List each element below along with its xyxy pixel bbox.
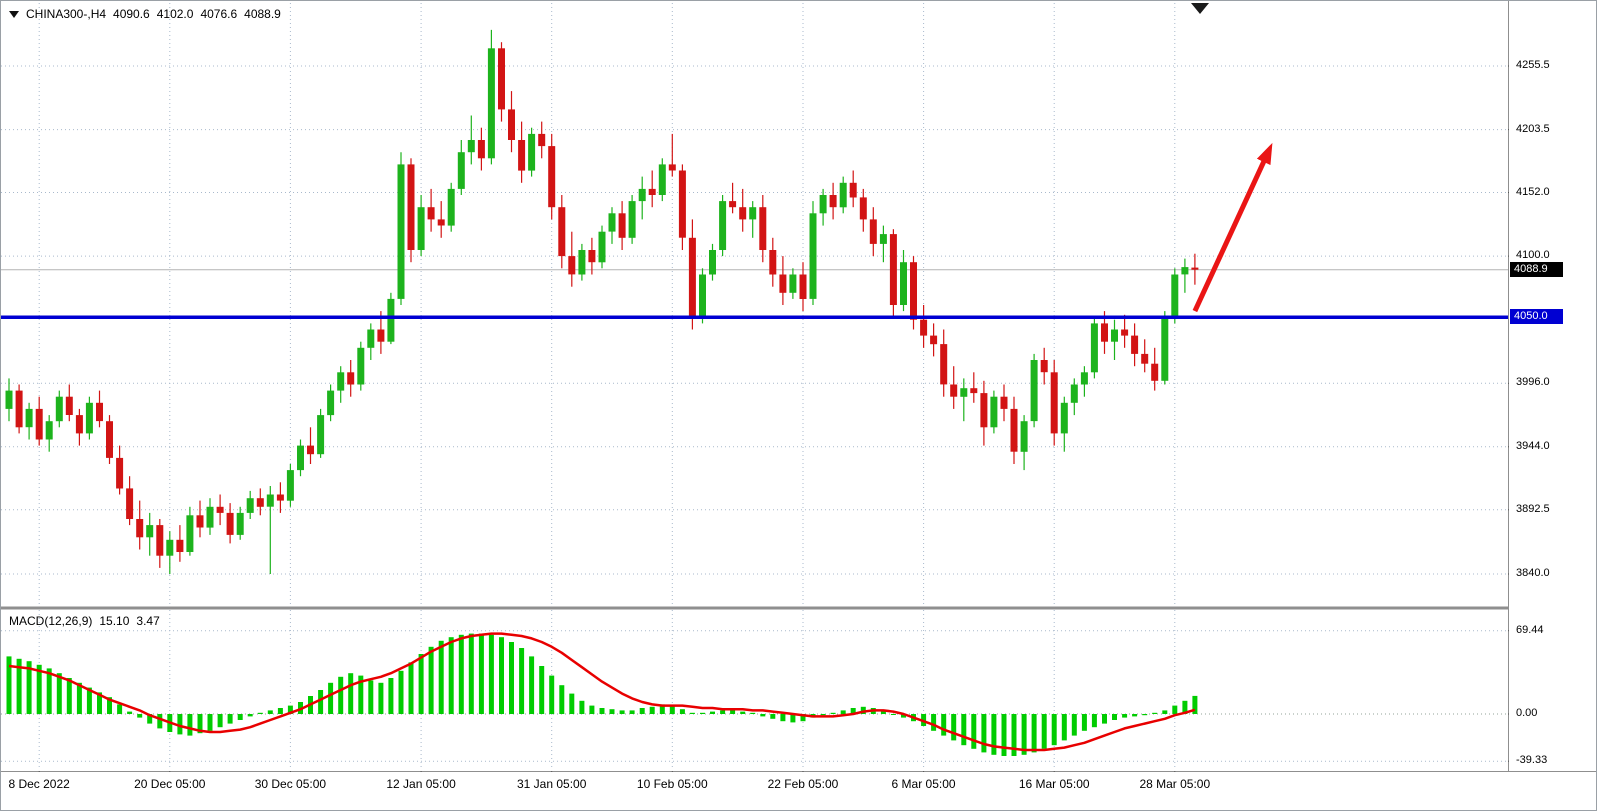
- symbol-header: CHINA300-,H4 4090.6 4102.0 4076.6 4088.9: [9, 6, 281, 22]
- time-axis-label: 30 Dec 05:00: [254, 777, 327, 791]
- macd-name: MACD(12,26,9): [9, 614, 93, 628]
- price-axis-label: 4100.0: [1516, 249, 1550, 262]
- time-axis-label: 28 Mar 05:00: [1139, 777, 1211, 791]
- time-axis[interactable]: 8 Dec 2022 20 Dec 05:00 30 Dec 05:00 12 Jan…: [1, 772, 1596, 800]
- price-axis[interactable]: 4088.9 4050.0 4255.5 4203.5 4152.0 4100.0 39…: [1509, 1, 1596, 771]
- price-axis-label: 3944.0: [1516, 439, 1550, 452]
- quote-close: 4088.9: [244, 7, 281, 21]
- time-axis-label: 16 Mar 05:00: [1018, 777, 1090, 791]
- time-axis-label: 31 Jan 05:00: [516, 777, 587, 791]
- hline-price-badge: 4050.0: [1510, 309, 1563, 325]
- time-axis-label: 20 Dec 05:00: [134, 777, 206, 791]
- price-axis-label: 3996.0: [1516, 376, 1550, 389]
- time-axis-label: 6 Mar 05:00: [891, 777, 956, 791]
- time-axis-label: 10 Feb 05:00: [636, 777, 708, 791]
- macd-axis-label: -39.33: [1516, 754, 1548, 766]
- candlestick-series: [5, 29, 1199, 574]
- quote-low: 4076.6: [200, 7, 238, 21]
- time-axis-label: 12 Jan 05:00: [386, 777, 456, 791]
- chart-shift-marker-icon: [1191, 3, 1209, 14]
- quote-high: 4102.0: [156, 7, 194, 21]
- price-axis-label: 3840.0: [1516, 567, 1550, 579]
- macd-indicator: [6, 632, 1198, 756]
- price-axis-label: 3892.5: [1516, 502, 1550, 515]
- chart-annotations: [1, 3, 1508, 319]
- price-axis-label: 4152.0: [1516, 185, 1550, 198]
- panel-frame: [1, 1, 1596, 776]
- symbol-timeframe-label: CHINA300-,H4: [26, 7, 107, 21]
- macd-value: 15.10: [99, 614, 130, 628]
- trend-arrow[interactable]: [1192, 142, 1273, 313]
- price-axis-label: 4203.5: [1516, 122, 1550, 135]
- time-axis-label: 22 Feb 05:00: [767, 777, 839, 791]
- macd-axis-label: 0.00: [1516, 707, 1538, 719]
- current-price-badge: 4088.9: [1510, 261, 1563, 277]
- symbol-menu-triangle-icon[interactable]: [9, 10, 19, 18]
- price-axis-label: 4255.5: [1516, 59, 1550, 71]
- macd-label: MACD(12,26,9) 15.10 3.47: [9, 614, 160, 628]
- time-axis-label: 8 Dec 2022: [8, 777, 70, 791]
- macd-axis-label: 69.44: [1516, 623, 1544, 636]
- macd-signal-value: 3.47: [136, 614, 160, 628]
- gridlines: [1, 3, 1508, 770]
- quote-open: 4090.6: [113, 7, 150, 21]
